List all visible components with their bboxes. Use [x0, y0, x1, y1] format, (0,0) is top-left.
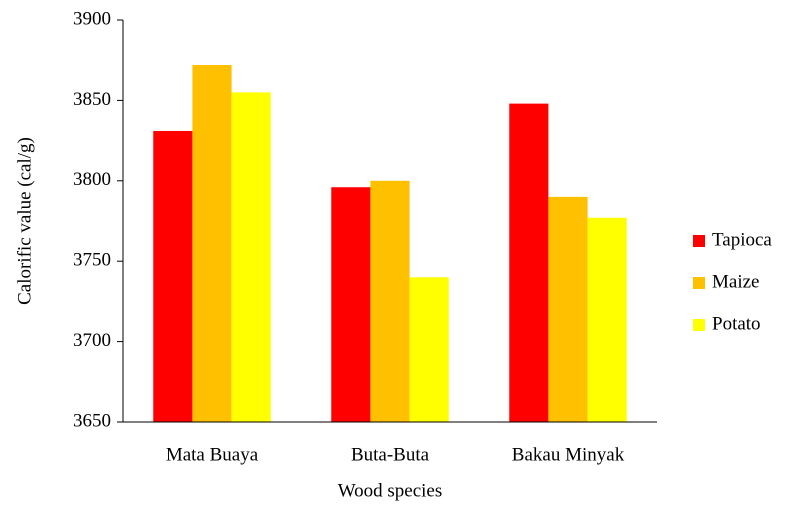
legend-swatch [693, 277, 705, 289]
y-tick-label: 3850 [73, 89, 111, 110]
legend-label: Potato [712, 313, 761, 334]
bar [409, 277, 449, 422]
bar [370, 180, 410, 422]
y-tick-label: 3900 [73, 8, 111, 29]
bar [331, 187, 371, 422]
y-tick-label: 3800 [73, 169, 111, 190]
y-tick-label: 3700 [73, 330, 111, 351]
legend-swatch [693, 235, 705, 247]
legend-label: Maize [712, 271, 759, 292]
y-tick-label: 3650 [73, 410, 111, 431]
x-tick-label: Buta-Buta [351, 444, 430, 465]
x-tick-label: Bakau Minyak [512, 444, 625, 465]
x-axis-label: Wood species [338, 480, 443, 501]
bar [231, 92, 271, 423]
legend-label: Tapioca [712, 229, 772, 250]
bar [192, 65, 232, 423]
bar [587, 217, 627, 422]
bar [548, 196, 588, 422]
bar [153, 130, 193, 422]
bar [509, 103, 549, 422]
x-tick-label: Mata Buaya [166, 444, 259, 465]
legend-swatch [693, 319, 705, 331]
y-axis-label: Calorific value (cal/g) [14, 137, 35, 305]
y-tick-label: 3750 [73, 250, 111, 271]
